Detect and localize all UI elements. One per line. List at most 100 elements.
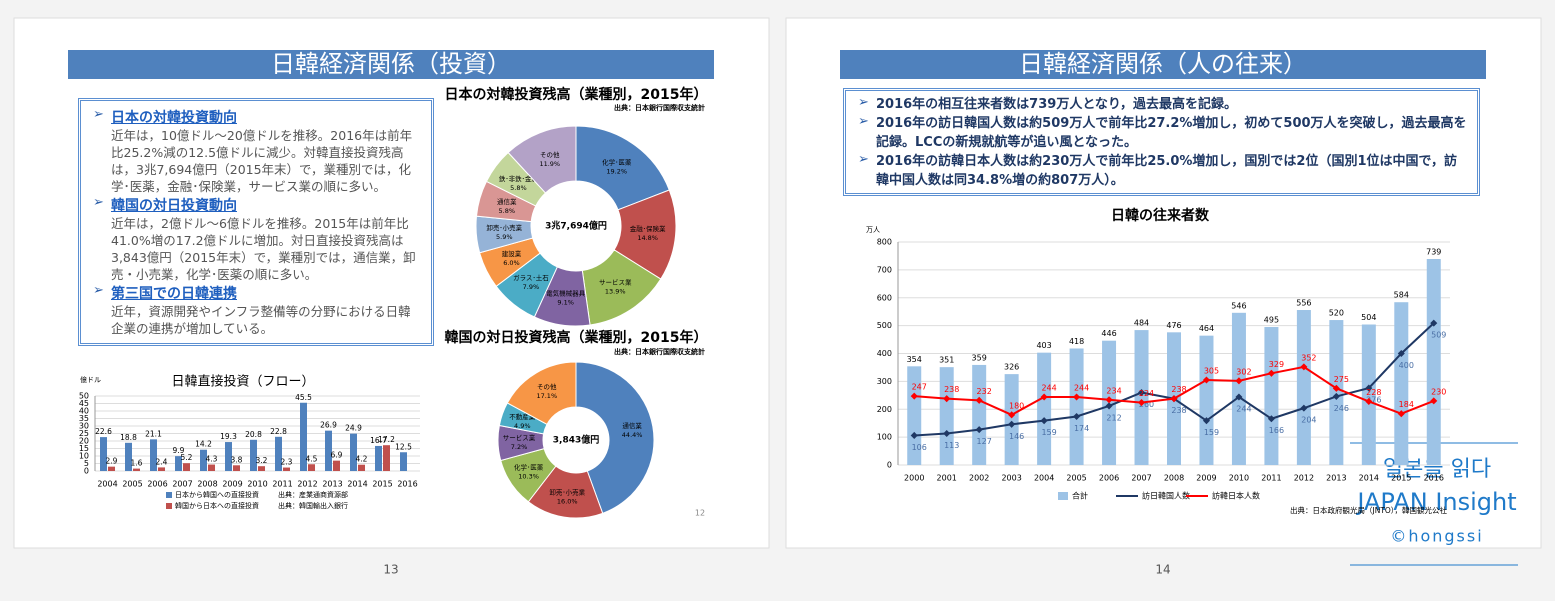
data-label: 351	[939, 356, 954, 365]
chart-source: 出典：日本銀行国際収支統計	[614, 103, 705, 112]
data-label: 3.8	[231, 455, 243, 464]
slice-label: その他	[540, 150, 560, 159]
bullet: 日本の対韓投資動向近年は，10億ドル～20億ドルを推移。2016年は前年比25.…	[89, 107, 423, 195]
bullet-text: 近年，資源開発やインフラ整備等の分野における日韓企業の連携が増加している。	[111, 304, 411, 336]
data-label: 3.2	[256, 456, 268, 465]
slice-label: 建設業	[502, 249, 522, 258]
y-tick-label: 25	[79, 429, 89, 438]
slice-value: 7.2%	[511, 443, 528, 451]
x-tick-label: 2006	[1099, 474, 1119, 483]
bullet: 韓国の対日投資動向近年は，2億ドル～6億ドルを推移。2015年は前年比41.0%…	[89, 195, 423, 283]
bar	[308, 464, 315, 471]
data-label: 1.6	[131, 459, 143, 468]
x-tick-label: 2008	[197, 480, 217, 489]
data-label: 45.5	[295, 393, 312, 402]
bar	[1329, 320, 1344, 465]
data-label: 26.9	[320, 421, 337, 430]
data-label: 2.9	[106, 457, 118, 466]
bar	[100, 437, 107, 471]
center-label: 3兆7,694億円	[545, 220, 607, 232]
slice-label: 通信業	[622, 421, 642, 430]
chart-title: 韓国の対日投資残高（業種別，2015年）	[445, 329, 708, 346]
y-tick-label: 5	[84, 459, 89, 468]
slice-label: 鉄･非鉄･金属	[499, 174, 538, 183]
bar	[1394, 302, 1409, 465]
marker	[910, 392, 918, 400]
data-label: 166	[1269, 426, 1284, 435]
data-label: 19.3	[220, 432, 237, 441]
bar	[972, 364, 987, 465]
data-label: 354	[907, 355, 922, 364]
slice-label: 化学･医薬	[602, 158, 632, 167]
data-label: 359	[972, 353, 987, 362]
slide-title: 日韓経済関係（人の往来）	[1019, 50, 1307, 78]
x-tick-label: 2012	[1294, 474, 1314, 483]
data-label: 184	[1399, 400, 1414, 409]
slice-value: 7.9%	[523, 283, 540, 291]
slice-label: 卸売･小売業	[549, 487, 585, 496]
data-label: 180	[1009, 401, 1024, 410]
marker	[1008, 411, 1016, 419]
data-label: 276	[1366, 396, 1381, 405]
slice-label: 不動産業	[509, 412, 536, 421]
bar	[150, 439, 157, 471]
data-label: 546	[1231, 301, 1246, 310]
marker	[943, 429, 951, 438]
bar	[158, 467, 165, 471]
chart-title: 日本の対韓投資残高（業種別，2015年）	[445, 86, 708, 103]
data-label: 12.5	[395, 442, 412, 451]
x-tick-label: 2009	[222, 480, 242, 489]
y-tick-label: 15	[79, 444, 89, 453]
page-number: 13	[383, 563, 398, 577]
slice-value: 11.9%	[539, 160, 560, 168]
data-label: 584	[1394, 291, 1409, 300]
data-label: 22.6	[95, 427, 112, 436]
data-label: 5.2	[181, 453, 193, 462]
data-label: 244	[1041, 383, 1056, 392]
bullet-box: 2016年の相互往来者数は739万人となり，過去最高を記録。 2016年の訪日韓国…	[843, 88, 1480, 196]
y-tick-label: 300	[877, 377, 892, 386]
bar	[258, 466, 265, 471]
chart-source: 出典：日本銀行国際収支統計	[614, 347, 705, 356]
slide-title: 日韓経済関係（投資）	[271, 50, 511, 78]
pie-slice	[575, 125, 670, 211]
data-label: 418	[1069, 337, 1084, 346]
data-label: 17.2	[378, 435, 395, 444]
bar	[125, 442, 132, 471]
y-tick-label: 600	[877, 293, 892, 302]
bar	[175, 456, 182, 471]
bar	[1264, 327, 1279, 465]
bullet: 第三国での日韓連携近年，資源開発やインフラ整備等の分野における日韓企業の連携が増…	[89, 283, 423, 337]
legend-source: 出典：産業通商資源部	[278, 490, 348, 499]
x-tick-label: 2014	[1359, 474, 1379, 483]
y-tick-label: 500	[877, 321, 892, 330]
bullet: 2016年の訪韓日本人数は約230万人で前年比25.0%増加し，国別では2位（国…	[854, 152, 1469, 190]
slice-value: 13.9%	[605, 287, 626, 295]
slice-label: サービス業	[503, 433, 536, 442]
data-label: 106	[912, 443, 927, 452]
x-tick-label: 2010	[1229, 474, 1249, 483]
x-tick-label: 2010	[247, 480, 267, 489]
y-tick-label: 0	[887, 461, 892, 470]
data-label: 224	[1139, 389, 1154, 398]
y-unit: 億ドル	[80, 375, 101, 384]
bar	[400, 452, 407, 471]
data-label: 174	[1074, 424, 1089, 433]
bar	[208, 464, 215, 471]
bar	[275, 436, 282, 471]
bullet-heading: 第三国での日韓連携	[111, 286, 237, 302]
slice-value: 16.0%	[557, 497, 578, 505]
pie-slice	[507, 125, 577, 194]
data-label: 159	[1204, 428, 1219, 437]
data-label: 14.2	[195, 440, 212, 449]
data-label: 329	[1269, 360, 1284, 369]
x-tick-label: 2000	[904, 474, 924, 483]
bar	[907, 366, 922, 465]
y-tick-label: 10	[79, 452, 89, 461]
data-label: 484	[1134, 319, 1149, 328]
bar	[939, 367, 954, 465]
slide-number: 12	[695, 509, 705, 518]
marker	[1008, 420, 1016, 428]
marker	[910, 431, 918, 439]
